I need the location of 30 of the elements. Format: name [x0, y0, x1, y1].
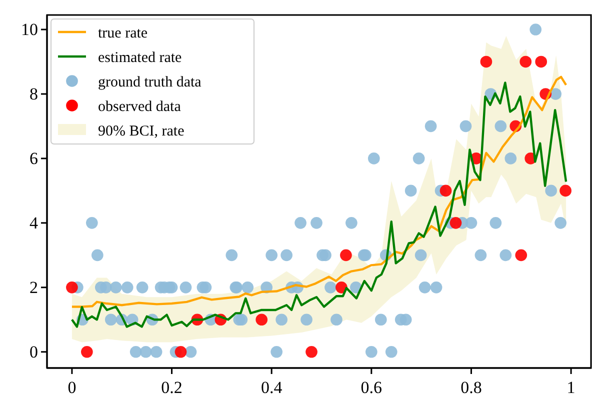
point [306, 346, 318, 358]
y-tick-label: 10 [21, 20, 38, 39]
point [560, 184, 572, 197]
point [66, 282, 78, 294]
x-tick-label: 0 [68, 378, 76, 398]
point [440, 184, 452, 197]
legend-label: true rate [98, 25, 148, 42]
legend-label: ground truth data [98, 74, 202, 90]
y-tick-label: 4 [30, 213, 38, 232]
y-tick-label: 8 [30, 84, 38, 104]
point [340, 249, 352, 262]
y-tick-label: 6 [30, 148, 38, 168]
point [81, 346, 93, 358]
point [450, 217, 462, 229]
point [520, 56, 532, 68]
point [256, 314, 268, 326]
x-tick-label: 0.2 [161, 378, 182, 398]
point [535, 56, 548, 68]
legend-label: 90% BCI, rate [98, 123, 185, 140]
legend-label: observed data [98, 98, 182, 115]
x-tick-label: 0.8 [460, 378, 482, 398]
point [174, 346, 187, 358]
y-tick-label: 0 [30, 342, 38, 362]
legend-label: estimated rate [98, 50, 182, 66]
point [515, 249, 528, 262]
x-tick-label: 0.4 [260, 378, 283, 398]
y-tick-label: 2 [30, 278, 38, 297]
point [480, 56, 492, 68]
x-tick-label: 0.6 [360, 378, 382, 398]
x-tick-label: 1 [566, 378, 576, 398]
